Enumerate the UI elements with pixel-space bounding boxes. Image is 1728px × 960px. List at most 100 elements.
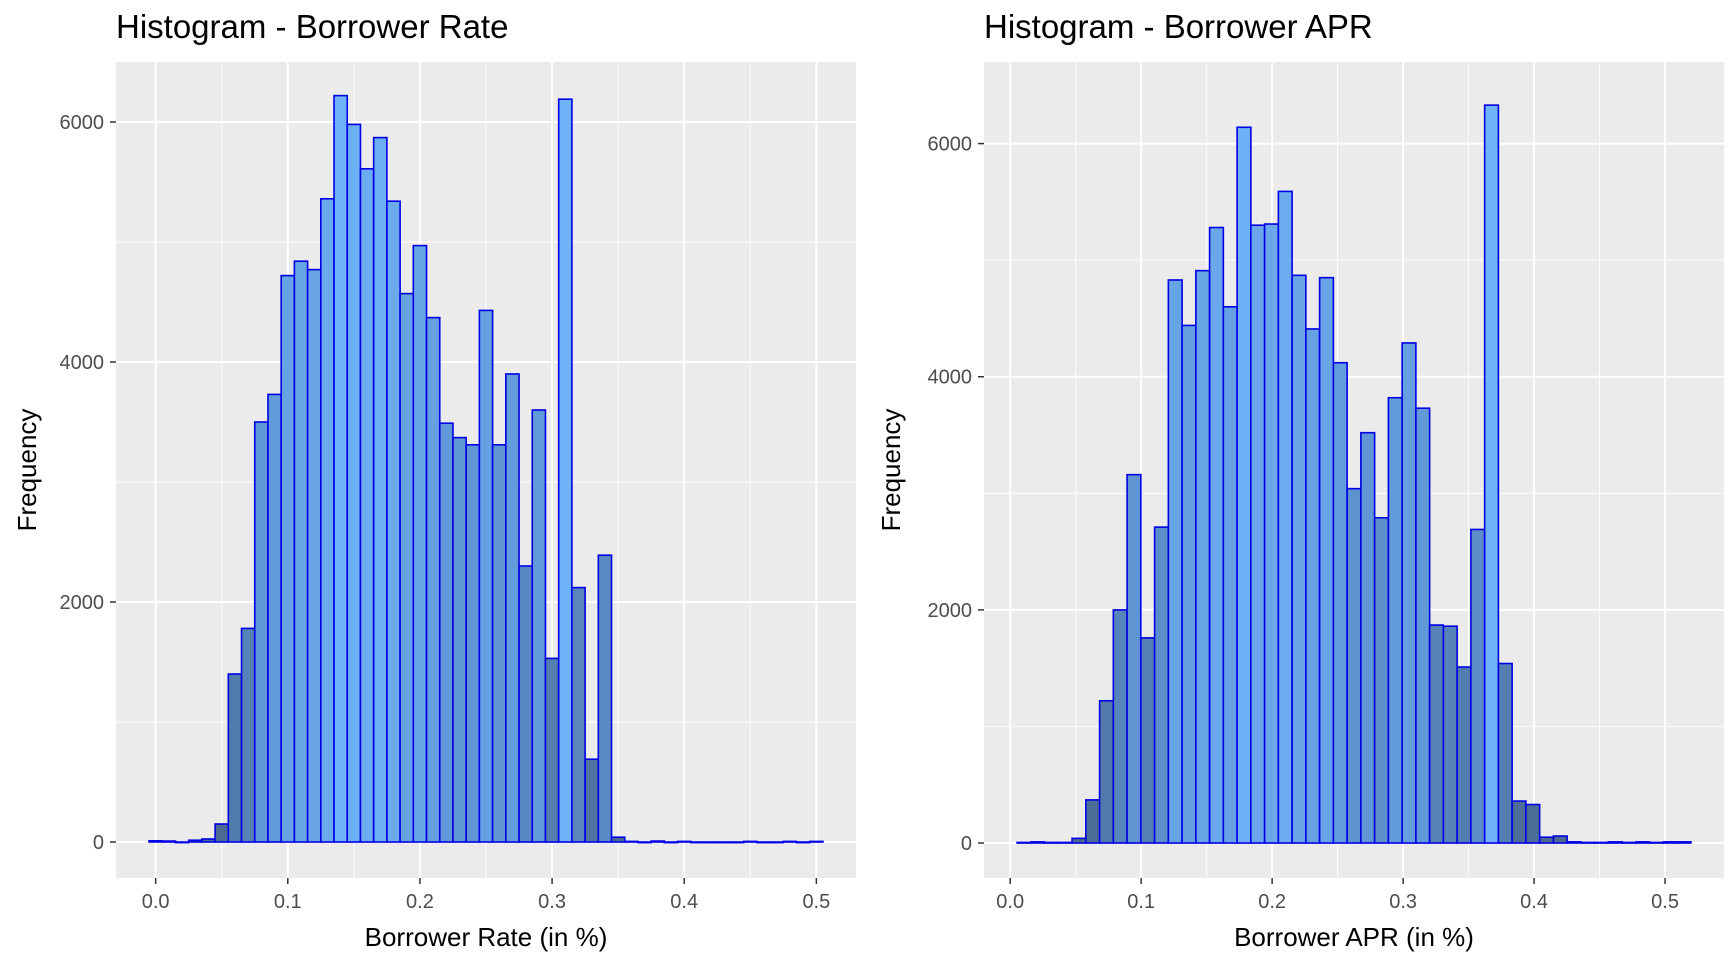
histogram-bar [227, 673, 243, 843]
histogram-borrower-apr-panel: Histogram - Borrower APR 0.0 0.1 0.2 0.3 0.4… [864, 0, 1728, 960]
histogram-bar [1167, 279, 1183, 844]
x-tick-label: 0.0 [142, 891, 170, 913]
histogram-bar [412, 244, 428, 843]
histogram-bar [399, 292, 415, 843]
x-tick-label: 0.4 [1520, 891, 1548, 913]
y-tick-label: 4000 [928, 367, 973, 389]
histogram-bar [253, 421, 269, 843]
x-tick-label: 0.2 [1258, 891, 1286, 913]
histogram-bar [1181, 324, 1197, 844]
histogram-borrower-apr-chart: 0.0 0.1 0.2 0.3 0.4 0.5 0 2000 4000 6000 Borrower … [876, 62, 1724, 952]
histogram-bar [1648, 841, 1665, 844]
histogram-bar [1222, 305, 1238, 844]
histogram-bar [1676, 841, 1692, 844]
histogram-bars [148, 94, 824, 844]
histogram-bar [1153, 526, 1170, 844]
chart-title: Histogram - Borrower Rate [116, 8, 509, 45]
histogram-bar [1580, 841, 1596, 844]
histogram-bar [1511, 800, 1527, 844]
x-tick-label: 0.5 [1651, 891, 1679, 913]
histogram-bar [438, 422, 454, 843]
x-tick-label: 0.3 [538, 891, 566, 913]
y-tick-label: 2000 [928, 600, 973, 622]
x-tick-label: 0.0 [996, 891, 1024, 913]
histogram-bar [518, 565, 534, 843]
x-tick-label: 0.1 [1127, 891, 1155, 913]
histogram-bar [1071, 837, 1087, 844]
histogram-bar [584, 758, 600, 843]
histogram-bar [703, 841, 719, 844]
histogram-bar [1428, 624, 1445, 844]
histogram-bar [148, 839, 164, 843]
histogram-bar [1043, 841, 1060, 844]
axes: 0.0 0.1 0.2 0.3 0.4 0.5 0 2000 4000 6000 [928, 134, 1679, 913]
histogram-bar [505, 373, 520, 843]
histogram-bar [795, 841, 811, 844]
histogram-bar [293, 260, 309, 843]
histogram-bar [306, 268, 322, 843]
histogram-bar [1030, 841, 1046, 844]
histogram-bar [1470, 528, 1486, 844]
histogram-bar [1552, 835, 1568, 844]
histogram-bar [571, 586, 586, 843]
histogram-bar [1525, 803, 1541, 844]
histogram-bar [320, 198, 335, 843]
histogram-bar [663, 841, 679, 844]
histogram-bar [769, 841, 785, 844]
y-axis-title: Frequency [876, 409, 906, 532]
y-tick-label: 6000 [60, 112, 105, 134]
histogram-bar [756, 841, 771, 844]
histogram-bar [1456, 666, 1472, 844]
histogram-bar [1112, 609, 1128, 844]
histogram-bar [1195, 269, 1211, 844]
histogram-bar [161, 840, 177, 843]
histogram-bar [597, 554, 613, 843]
histogram-bar [1126, 473, 1142, 844]
histogram-bar [742, 840, 758, 843]
histogram-bar [1415, 407, 1431, 844]
histogram-bar [372, 136, 388, 843]
histogram-bar [386, 200, 401, 843]
histogram-bar [808, 840, 824, 843]
histogram-bar [650, 840, 666, 843]
histogram-bar [1318, 276, 1335, 844]
histogram-bar [610, 836, 626, 843]
y-tick-label: 4000 [60, 352, 105, 374]
histogram-bar [201, 838, 216, 843]
chart-title: Histogram - Borrower APR [984, 8, 1373, 45]
histogram-bar [676, 840, 692, 843]
y-tick-label: 6000 [928, 134, 973, 156]
histogram-bar [491, 443, 507, 843]
histogram-bar [716, 841, 732, 844]
histogram-bar [1442, 625, 1458, 844]
histogram-bar [1566, 841, 1582, 844]
y-tick-label: 2000 [60, 592, 105, 614]
histogram-bar [1360, 431, 1376, 844]
histogram-bar [1085, 799, 1101, 844]
histogram-bar [1250, 224, 1266, 844]
histogram-bar [359, 168, 375, 843]
histogram-bar [1593, 841, 1610, 844]
histogram-bar [1208, 226, 1225, 844]
axes: 0.0 0.1 0.2 0.3 0.4 0.5 0 2000 4000 6000 [60, 112, 831, 913]
x-tick-label: 0.5 [802, 891, 830, 913]
x-tick-label: 0.1 [274, 891, 302, 913]
histogram-bar [1538, 836, 1555, 844]
x-tick-label: 0.4 [670, 891, 698, 913]
histogram-bar [1346, 487, 1362, 844]
histogram-bar [1662, 841, 1678, 844]
x-axis-title: Borrower Rate (in %) [365, 922, 608, 952]
histogram-bar [425, 316, 441, 843]
x-tick-label: 0.2 [406, 891, 434, 913]
histogram-bar [452, 436, 467, 843]
histogram-bar [782, 840, 798, 843]
y-tick-label: 0 [93, 832, 104, 854]
histogram-bar [1305, 328, 1321, 844]
x-tick-label: 0.3 [1389, 891, 1417, 913]
x-axis-title: Borrower APR (in %) [1234, 922, 1474, 952]
histogram-bar [1497, 662, 1513, 844]
histogram-bar [187, 839, 203, 843]
histogram-borrower-rate-chart: 0.0 0.1 0.2 0.3 0.4 0.5 0 2000 4000 6000 Borrower … [12, 62, 856, 952]
histogram-bar [1483, 104, 1500, 844]
histogram-bars [1016, 104, 1692, 844]
